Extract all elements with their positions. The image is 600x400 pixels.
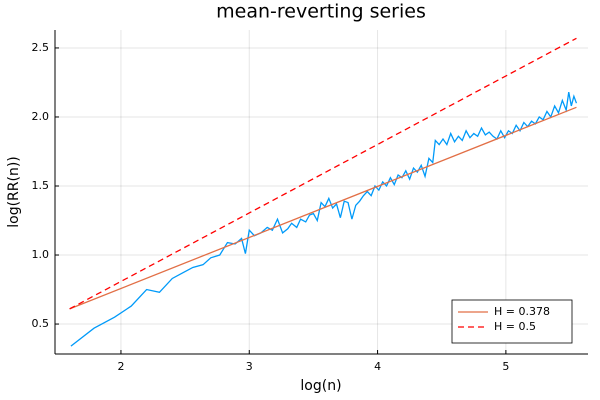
x-tick-label: 4 (374, 360, 381, 373)
y-tick-label: 1.0 (32, 248, 50, 261)
x-tick-label: 2 (117, 360, 124, 373)
x-tick-label: 3 (246, 360, 253, 373)
y-axis-label: log(RR(n)) (6, 156, 22, 228)
y-tick-label: 1.5 (32, 179, 50, 192)
chart-title: mean-reverting series (216, 1, 426, 23)
y-tick-label: 2.5 (32, 41, 50, 54)
legend-box (451, 299, 573, 344)
series-line (69, 106, 577, 310)
y-tick-label: 2.0 (32, 110, 50, 123)
x-tick-label: 5 (502, 360, 509, 373)
legend-label: H = 0.5 (494, 320, 536, 333)
x-axis-label: log(n) (300, 378, 341, 394)
legend-label: H = 0.378 (494, 305, 550, 318)
y-tick-label: 0.5 (32, 317, 50, 330)
series-line (69, 37, 577, 310)
